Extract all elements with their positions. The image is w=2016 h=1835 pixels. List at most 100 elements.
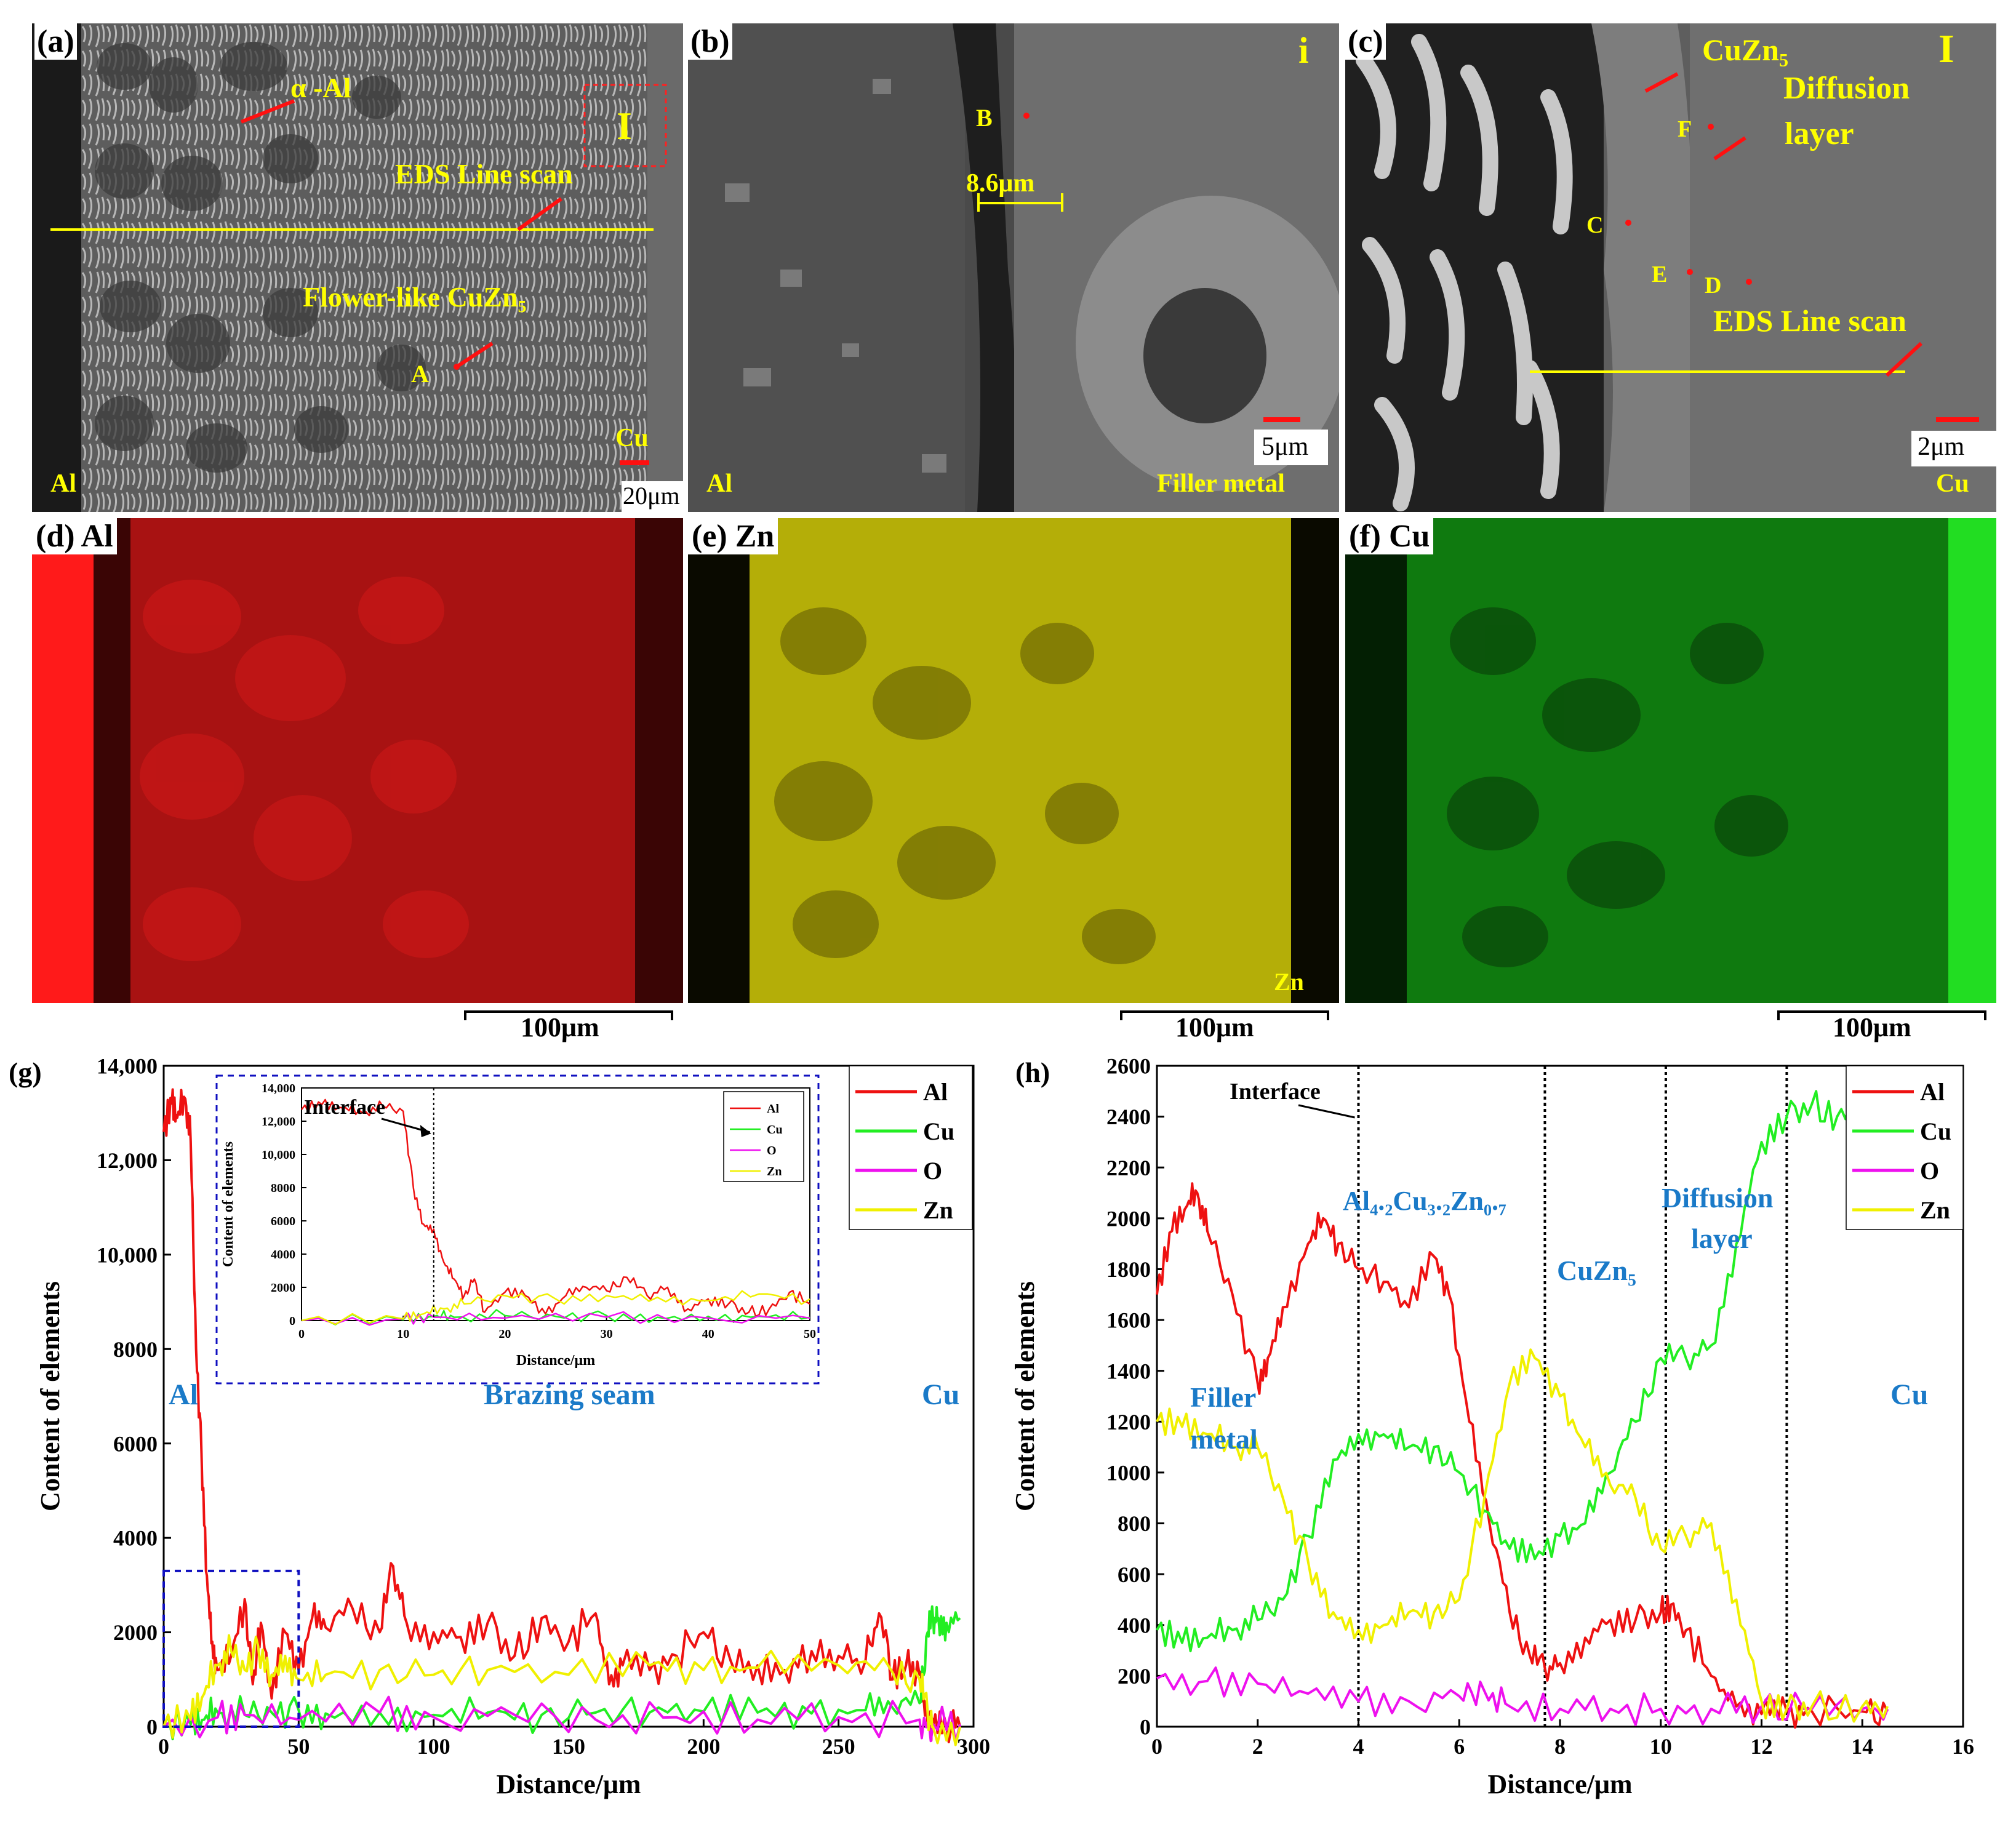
y-tick-label: 0 [1140, 1715, 1151, 1740]
x-tick-label: 6 [1454, 1734, 1465, 1759]
y-tick-label: 14,000 [97, 1054, 158, 1079]
legend-label-al: Al [923, 1078, 948, 1106]
point-f-label: F [1678, 116, 1692, 142]
series-line-al [301, 1098, 810, 1317]
panel-f-map: (f) Cu [1345, 518, 1996, 1003]
x-tick-label: 4 [1353, 1734, 1364, 1759]
right-material-label: Cu [1936, 470, 1969, 498]
y-tick-label: 10,000 [262, 1148, 295, 1162]
y-tick-label: 2000 [271, 1281, 295, 1295]
width-label: 8.6μm [966, 169, 1035, 198]
y-tick-label: 8000 [271, 1181, 295, 1195]
map-scale-label-e: 100μm [1175, 1012, 1254, 1042]
y-tick-label: 6000 [271, 1215, 295, 1228]
left-material-label: Al [706, 470, 732, 498]
annotation-phase-1: Al₄.₂Cu₃.₂Zn₀.₇ [1343, 1186, 1506, 1216]
legend-label-zn: Zn [1920, 1196, 1950, 1224]
x-tick-label: 300 [957, 1734, 990, 1759]
y-tick-label: 10,000 [97, 1242, 158, 1267]
y-tick-label: 400 [1118, 1613, 1151, 1637]
series-line-cu [301, 1309, 810, 1325]
annotation-phase-2: CuZn₅ [1557, 1255, 1636, 1286]
zoom-region-box [162, 1569, 300, 1728]
x-tick-label: 10 [397, 1327, 409, 1341]
x-tick-label: 12 [1751, 1734, 1773, 1759]
annotation-filler-2: metal [1190, 1423, 1258, 1455]
panel-label: (f) Cu [1345, 518, 1434, 554]
map-scale-label-d: 100μm [521, 1012, 599, 1042]
interface-arrow [1298, 1104, 1355, 1119]
panel-a-sem: (a) α -Al I EDS Line scan Flower-like Cu… [32, 23, 683, 512]
corner-label: Zn [1274, 968, 1304, 996]
right-material-label: Filler metal [1157, 470, 1285, 498]
x-tick-label: 50 [287, 1734, 310, 1759]
y-tick-label: 2000 [113, 1620, 158, 1645]
x-axis-label: Distance/μm [516, 1353, 595, 1369]
y-tick-label: 4000 [113, 1526, 158, 1551]
y-tick-label: 600 [1118, 1562, 1151, 1587]
series-line-al [1156, 1182, 1889, 1729]
right-material-label: Cu [615, 424, 649, 452]
series-line-o [162, 1695, 962, 1744]
panel-e-map: (e) Zn Zn [688, 518, 1339, 1003]
y-tick-label: 1800 [1106, 1257, 1151, 1282]
x-tick-label: 2 [1252, 1734, 1263, 1759]
chart-g: 0 50 100 150 200 250 3000200040006000800010,00… [9, 1054, 990, 1799]
inset-box [215, 1074, 820, 1385]
y-tick-label: 1000 [1106, 1461, 1151, 1485]
legend-box [723, 1091, 804, 1182]
alpha-al-label: α -Al [290, 72, 351, 103]
y-tick-label: 2600 [1106, 1054, 1151, 1079]
y-tick-label: 2200 [1106, 1156, 1151, 1180]
y-tick-label: 8000 [113, 1337, 158, 1362]
legend-label-o: O [923, 1157, 942, 1185]
series-line-zn [301, 1290, 810, 1325]
y-axis-label: Content of elements [35, 1281, 65, 1511]
x-tick-label: 150 [552, 1734, 585, 1759]
x-tick-label: 14 [1851, 1734, 1873, 1759]
panel-a-image [32, 23, 683, 512]
y-axis-label: Content of elements [1010, 1281, 1040, 1511]
chart-h: 0 2 4 6 8 10 12 14 16 0 200 400 600 800 1000 1200 1400 16… [1010, 1054, 1974, 1799]
x-tick-label: 0 [298, 1327, 305, 1341]
series-line-zn [1156, 1348, 1889, 1723]
panel-c-sem: (c) I CuZn₅ Diffusion layer F C E D EDS … [1345, 23, 1996, 512]
scale-bar-label: 5μm [1262, 433, 1309, 461]
point-e-label: E [1652, 262, 1668, 287]
x-axis-label: Distance/μm [1487, 1769, 1632, 1799]
legend-label-al: Al [767, 1102, 779, 1116]
legend-label-cu: Cu [1920, 1117, 1951, 1145]
x-tick-label: 10 [1650, 1734, 1672, 1759]
region-label: i [1298, 30, 1309, 71]
y-tick-label: 1400 [1106, 1359, 1151, 1383]
y-tick-label: 4000 [271, 1248, 295, 1261]
chart-g-label: (g) [9, 1057, 42, 1088]
annotation-cu: Cu [1890, 1378, 1928, 1411]
y-tick-label: 0 [289, 1314, 295, 1328]
annotation-brazing-seam: Brazing seam [484, 1378, 655, 1411]
annotation-filler-1: Filler [1190, 1381, 1256, 1413]
y-tick-label: 12,000 [97, 1148, 158, 1173]
annotation-al: Al [169, 1378, 198, 1411]
legend-label-zn: Zn [767, 1165, 782, 1178]
annotation-diffusion-1: Diffusion [1662, 1182, 1773, 1213]
panel-b-image [688, 23, 1339, 512]
eds-line-label: EDS Line scan [395, 158, 573, 190]
panel-label: (a) [34, 23, 77, 60]
cuzn5-label: CuZn₅ [1702, 33, 1789, 67]
panel-label: (e) Zn [688, 518, 778, 554]
x-tick-label: 200 [687, 1734, 720, 1759]
y-tick-label: 2000 [1106, 1206, 1151, 1231]
chart-h-label: (h) [1015, 1057, 1050, 1088]
x-tick-label: 0 [1151, 1734, 1162, 1759]
annotation-interface: Interface [1230, 1079, 1321, 1105]
annotation-cu: Cu [922, 1378, 959, 1411]
x-tick-label: 0 [158, 1734, 169, 1759]
point-a-label: A [411, 360, 429, 388]
x-tick-label: 16 [1952, 1734, 1974, 1759]
x-tick-label: 50 [804, 1327, 816, 1341]
scale-bar-label: 20μm [623, 482, 680, 510]
y-tick-label: 1200 [1106, 1410, 1151, 1434]
point-d-label: D [1705, 273, 1722, 298]
y-tick-label: 6000 [113, 1431, 158, 1456]
